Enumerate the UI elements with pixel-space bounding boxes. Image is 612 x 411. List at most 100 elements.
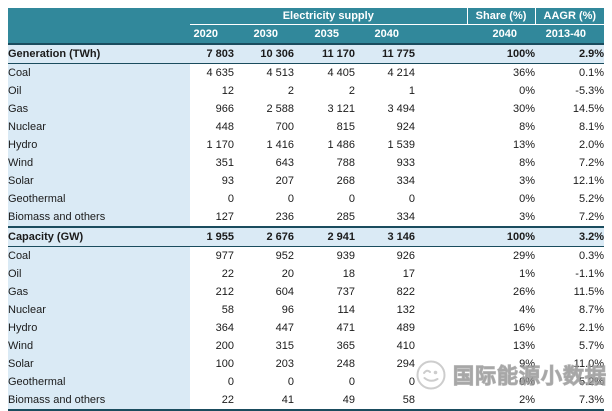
header-aagr-period: 2013-40 [535,24,605,44]
share-cell: 4% [467,301,536,319]
header-years-row: 2020 2030 2035 2040 2040 2013-40 [8,24,605,44]
value-cell-2020: 22 [190,391,234,411]
share-cell: 13% [467,337,536,355]
value-cell-2040: 926 [355,246,415,265]
aagr-cell: -5.3% [535,82,605,100]
spacer-cell [415,208,468,227]
row-label-cell: Geothermal [8,190,190,208]
aagr-cell: 2.1% [535,319,605,337]
value-cell-2020: 212 [190,283,234,301]
value-cell-2020: 448 [190,118,234,136]
table-row: Hydro 1 170 1 416 1 486 1 539 13% 2.0% [8,136,605,154]
row-label-cell: Coal [8,246,190,265]
aagr-cell: 11.5% [535,283,605,301]
header-year-2040: 2040 [355,24,415,44]
table-row: Geothermal 0 0 0 0 0% 5.2% [8,373,605,391]
value-cell-2040: 11 775 [355,43,415,64]
value-cell-2035: 365 [294,337,355,355]
value-cell-2030: 203 [234,355,294,373]
spacer-cell [415,391,468,411]
value-cell-2030: 604 [234,283,294,301]
value-cell-2035: 3 121 [294,100,355,118]
row-label-cell: Gas [8,100,190,118]
aagr-cell: 5.2% [535,190,605,208]
value-cell-2035: 1 486 [294,136,355,154]
share-cell: 9% [467,355,536,373]
value-cell-2040: 294 [355,355,415,373]
value-cell-2030: 0 [234,190,294,208]
header-group-share: Share (%) [466,8,536,25]
value-cell-2030: 0 [234,373,294,391]
share-cell: 8% [467,118,536,136]
aagr-cell: 2.9% [535,43,605,64]
row-label-cell: Gas [8,283,190,301]
value-cell-2020: 127 [190,208,234,227]
value-cell-2030: 4 513 [234,63,294,82]
table-body: Generation (TWh) 7 803 10 306 11 170 11 775 1… [8,43,605,411]
value-cell-2020: 351 [190,154,234,172]
row-label-cell: Coal [8,63,190,82]
table-row: Oil 12 2 2 1 0% -5.3% [8,82,605,100]
aagr-cell: 8.7% [535,301,605,319]
row-label-cell: Oil [8,82,190,100]
value-cell-2035: 18 [294,265,355,283]
spacer-cell [415,43,468,64]
value-cell-2035: 0 [294,190,355,208]
value-cell-2035: 939 [294,246,355,265]
table-row: Coal 977 952 939 926 29% 0.3% [8,246,605,265]
value-cell-2030: 952 [234,246,294,265]
row-label-cell: Nuclear [8,118,190,136]
spacer-cell [415,265,468,283]
value-cell-2040: 1 539 [355,136,415,154]
aagr-cell: 7.3% [535,391,605,411]
share-cell: 16% [467,319,536,337]
value-cell-2020: 100 [190,355,234,373]
row-label-cell: Solar [8,355,190,373]
value-cell-2040: 132 [355,301,415,319]
value-cell-2030: 96 [234,301,294,319]
table-row: Biomass and others 22 41 49 58 2% 7.3% [8,391,605,411]
table-row: Oil 22 20 18 17 1% -1.1% [8,265,605,283]
value-cell-2040: 410 [355,337,415,355]
spacer-cell [415,136,468,154]
value-cell-2040: 933 [355,154,415,172]
value-cell-2035: 2 941 [294,226,355,247]
value-cell-2035: 0 [294,373,355,391]
spacer-cell [415,246,468,265]
share-cell: 3% [467,172,536,190]
share-cell: 13% [467,136,536,154]
header-spacer-cell [415,24,468,44]
value-cell-2020: 1 170 [190,136,234,154]
spacer-cell [415,226,468,247]
row-label-cell: Biomass and others [8,208,190,227]
value-cell-2040: 17 [355,265,415,283]
share-cell: 3% [467,208,536,227]
value-cell-2040: 489 [355,319,415,337]
spacer-cell [415,154,468,172]
share-cell: 29% [467,246,536,265]
value-cell-2020: 4 635 [190,63,234,82]
table-row: Biomass and others 127 236 285 334 3% 7.2% [8,208,605,227]
value-cell-2020: 93 [190,172,234,190]
aagr-cell: 3.2% [535,226,605,247]
share-cell: 0% [467,82,536,100]
aagr-cell: 7.2% [535,154,605,172]
value-cell-2035: 471 [294,319,355,337]
table-row: Gas 212 604 737 822 26% 11.5% [8,283,605,301]
aagr-cell: 12.1% [535,172,605,190]
share-cell: 0% [467,190,536,208]
value-cell-2020: 22 [190,265,234,283]
aagr-cell: 8.1% [535,118,605,136]
spacer-cell [415,63,468,82]
share-cell: 100% [467,43,536,64]
value-cell-2040: 3 146 [355,226,415,247]
value-cell-2040: 58 [355,391,415,411]
row-label-cell: Solar [8,172,190,190]
value-cell-2020: 966 [190,100,234,118]
value-cell-2020: 364 [190,319,234,337]
value-cell-2035: 285 [294,208,355,227]
section-label-cell: Generation (TWh) [8,43,190,64]
share-cell: 100% [467,226,536,247]
electricity-supply-table: Electricity supply Share (%) AAGR (%) 20… [8,8,605,411]
table-row: Solar 100 203 248 294 9% 11.0% [8,355,605,373]
